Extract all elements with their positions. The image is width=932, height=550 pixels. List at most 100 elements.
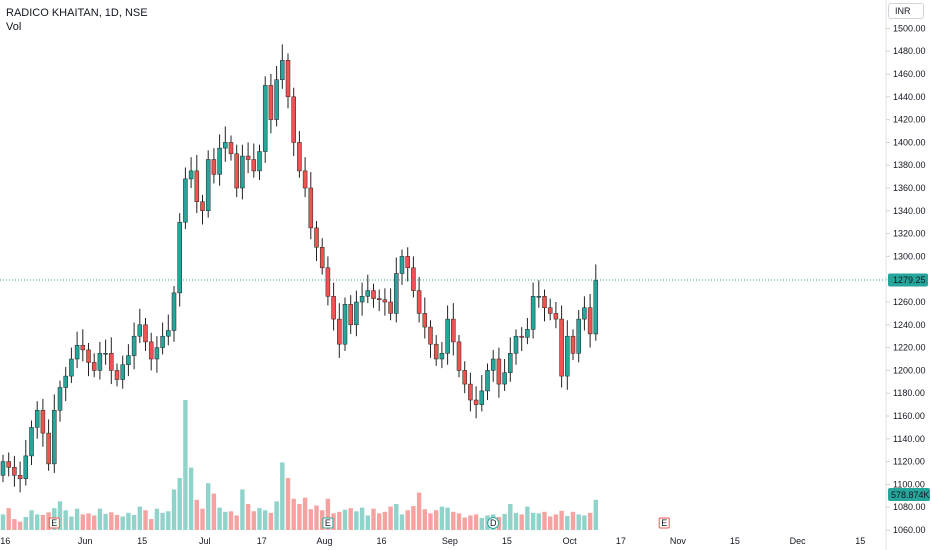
volume-bar [268,512,274,530]
volume-bar [35,514,40,530]
volume-bar [405,510,410,530]
volume-bar [6,508,11,530]
volume-indicator-label[interactable]: Vol [6,21,22,33]
x-tick-label: 15 [730,536,740,546]
volume-bar [177,478,182,530]
candles [0,44,599,493]
volume-bar [399,514,405,530]
candle-body [570,335,576,354]
y-tick-label: 1320.00 [893,229,926,239]
candle-body [274,79,279,120]
candle-body [262,85,268,152]
volume-bar [542,511,547,530]
candle-body [223,142,228,149]
volume-bar [382,511,388,530]
candle-body [359,296,365,303]
candle-body [217,147,222,175]
candle-body [319,247,325,269]
volume-bar [548,516,553,530]
volume-bar [217,507,222,530]
candle-body [565,335,570,377]
candle-body [462,370,467,385]
volume-bar [154,508,160,530]
candle-body [126,355,131,365]
volume-bar [468,515,473,530]
candle-body [154,347,160,360]
currency-button[interactable]: INR [888,3,924,19]
volume-bar [23,517,28,530]
x-tick-label: 16 [0,536,10,546]
last-volume-badge: 578.874K [888,488,930,501]
volume-bar [525,506,530,530]
candle-body [280,60,285,80]
candle-body [205,159,211,212]
candle-body [148,341,154,360]
candle-body [428,326,433,345]
volume-bar [342,509,348,530]
candle-body [508,353,513,373]
y-tick-label: 1240.00 [893,320,926,330]
candle-body [542,296,547,308]
candle-body [468,383,473,401]
volume-bar [126,512,131,530]
y-tick-label: 1180.00 [893,388,925,398]
candle-body [525,329,530,338]
volume-bar [320,510,325,530]
candle-body [513,335,519,354]
x-tick-label: Jun [78,536,93,546]
candle-body [23,455,29,479]
x-tick-label: Nov [670,536,687,546]
candle-body [297,142,302,172]
candle-body [211,159,217,175]
volume-bar [314,505,319,530]
candle-body [114,370,120,380]
volume-bar [445,507,450,530]
y-tick-label: 1140.00 [893,434,925,444]
x-tick-label: Oct [563,536,578,546]
y-tick-label: 1360.00 [893,183,926,193]
volume-bar [451,511,456,530]
y-tick-label: 1080.00 [893,502,926,512]
candle-body [188,170,194,180]
volume-bar [57,501,63,530]
volume-bar [194,499,199,530]
x-tick-label: 17 [257,536,267,546]
candle-body [582,307,587,320]
volume-bar [86,513,91,530]
y-tick-label: 1260.00 [893,297,926,307]
volume-bar [411,506,416,530]
y-tick-label: 1420.00 [893,115,926,125]
volume-bar [422,509,427,530]
volume-bar [559,510,564,530]
volume-bar [291,498,296,530]
volume-bar [565,515,570,530]
volume-bar [183,400,188,530]
candle-body [69,358,74,377]
candle-body [485,370,490,392]
volume-bar [120,516,125,530]
volume-bar [40,514,46,530]
candle-body [228,142,234,155]
volume-bar [365,515,370,530]
volume-bar [587,512,593,530]
candle-body [240,155,245,189]
y-tick-label: 1480.00 [893,46,926,56]
volume-bar [29,510,34,530]
volume-bar [308,509,313,530]
volume-bar [434,510,439,530]
candle-body [285,60,291,98]
candle-body [342,304,348,345]
volume-bar [388,506,393,530]
volume-bar [234,515,239,530]
candle-body [325,267,331,297]
last-price-badge: 1279.25 [888,273,928,287]
candle-body [382,299,388,303]
x-tick-label: Dec [790,536,807,546]
volume-bar [359,507,365,530]
volume-bar [428,513,433,530]
y-tick-label: 1060.00 [893,525,926,535]
y-tick-label: 1200.00 [893,365,926,375]
candle-body [91,362,97,371]
candle-body [12,467,17,476]
